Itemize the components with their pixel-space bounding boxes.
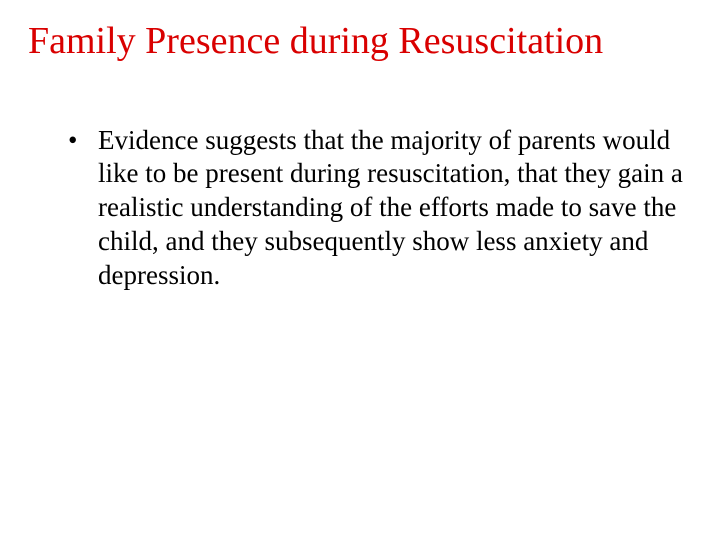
slide-body: Evidence suggests that the majority of p… bbox=[28, 124, 692, 293]
slide-title: Family Presence during Resuscitation bbox=[28, 20, 692, 64]
bullet-item: Evidence suggests that the majority of p… bbox=[68, 124, 692, 293]
slide-container: Family Presence during Resuscitation Evi… bbox=[0, 0, 720, 540]
bullet-list: Evidence suggests that the majority of p… bbox=[68, 124, 692, 293]
